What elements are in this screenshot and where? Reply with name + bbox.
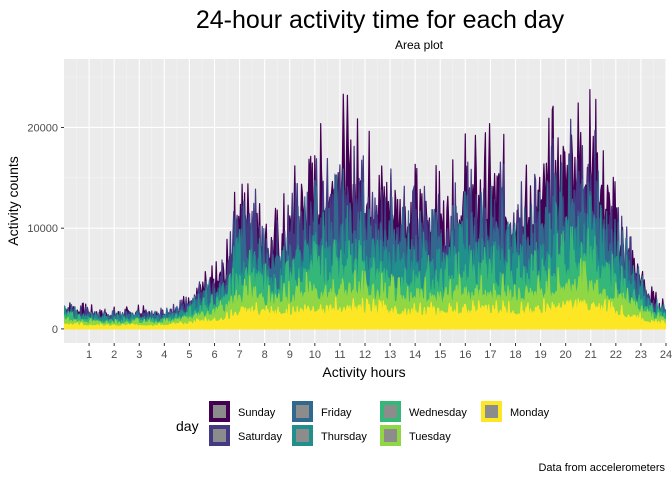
area-series-group — [64, 89, 666, 330]
y-axis-title: Activity counts — [5, 156, 21, 245]
y-tick-label: 0 — [52, 324, 58, 336]
legend-item-monday: Monday — [481, 401, 550, 422]
x-tick-label: 22 — [610, 349, 622, 361]
x-tick-label: 1 — [86, 349, 92, 361]
chart-title: 24-hour activity time for each day — [196, 6, 565, 34]
x-tick-label: 12 — [359, 349, 371, 361]
legend-key-inner — [213, 405, 226, 418]
legend-title: day — [176, 418, 199, 434]
legend-item-friday: Friday — [292, 401, 352, 422]
x-tick-label: 19 — [534, 349, 546, 361]
x-tick-label: 11 — [334, 349, 345, 361]
x-tick-label: 17 — [484, 349, 496, 361]
x-tick-label: 4 — [161, 349, 167, 361]
area-series-tuesday — [64, 258, 666, 330]
x-tick-label: 23 — [635, 349, 647, 361]
y-tick-label: 10000 — [27, 223, 58, 235]
legend-key-inner — [296, 429, 309, 442]
legend-label: Friday — [321, 407, 352, 419]
legend-key-inner — [296, 405, 309, 418]
caption: Data from accelerometers — [538, 462, 665, 474]
legend-item-saturday: Saturday — [209, 425, 283, 446]
y-tick-label: 20000 — [27, 122, 58, 134]
legend-label: Thursday — [321, 431, 367, 443]
legend-item-wednesday: Wednesday — [380, 401, 467, 422]
x-axis: 1 2 3 4 5 6 7 8 9 10 11 12 13 14 15 16 17 18 19 20 21 22 23 24 — [86, 343, 672, 361]
legend-label: Tuesday — [409, 431, 451, 443]
legend-key-inner — [384, 429, 397, 442]
x-tick-label: 21 — [585, 349, 597, 361]
legend-key-inner — [213, 429, 226, 442]
x-tick-label: 5 — [186, 349, 192, 361]
x-tick-label: 10 — [309, 349, 321, 361]
legend-key-inner — [485, 405, 498, 418]
x-tick-label: 6 — [211, 349, 217, 361]
legend-item-sunday: Sunday — [209, 401, 276, 422]
x-tick-label: 2 — [111, 349, 117, 361]
x-tick-label: 16 — [459, 349, 471, 361]
legend: day Sunday Saturday Friday Thursday Wednesda… — [176, 401, 550, 446]
x-tick-label: 18 — [509, 349, 521, 361]
legend-item-thursday: Thursday — [292, 425, 367, 446]
area-series-monday — [64, 296, 666, 330]
legend-label: Wednesday — [409, 407, 467, 419]
legend-item-tuesday: Tuesday — [380, 425, 451, 446]
chart-subtitle: Area plot — [395, 38, 444, 52]
legend-key-inner — [384, 405, 397, 418]
legend-label: Monday — [510, 407, 550, 419]
x-tick-label: 14 — [409, 349, 421, 361]
y-axis: 0 10000 20000 — [27, 122, 64, 336]
x-tick-label: 24 — [660, 349, 672, 361]
legend-label: Saturday — [238, 431, 283, 443]
x-tick-label: 8 — [262, 349, 268, 361]
x-tick-label: 9 — [287, 349, 293, 361]
x-axis-title: Activity hours — [322, 364, 405, 380]
x-tick-label: 20 — [560, 349, 572, 361]
x-tick-label: 13 — [384, 349, 396, 361]
legend-label: Sunday — [238, 407, 276, 419]
x-tick-label: 15 — [434, 349, 446, 361]
x-tick-label: 7 — [237, 349, 243, 361]
x-tick-label: 3 — [136, 349, 142, 361]
